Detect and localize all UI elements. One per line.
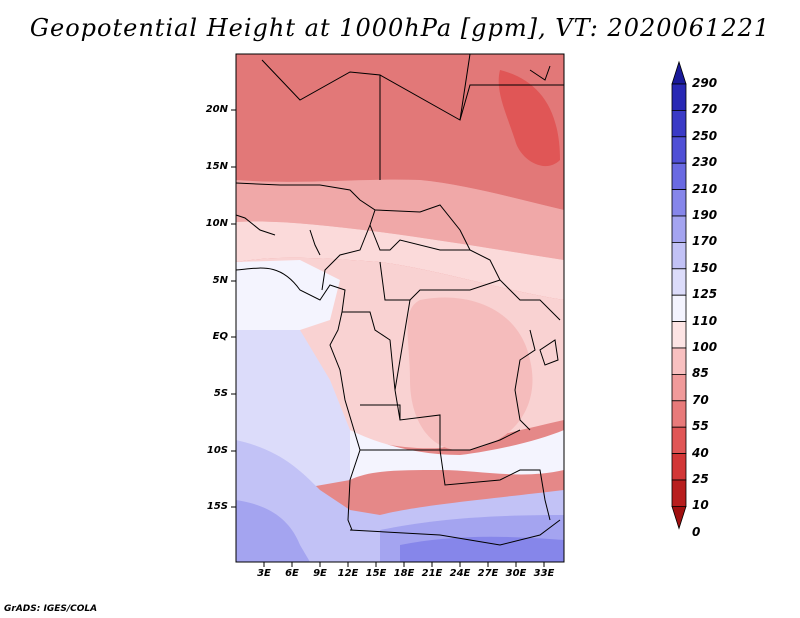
colorbar-bottom-arrow xyxy=(671,505,687,530)
lon-label-9e: 9E xyxy=(313,568,327,579)
colorbar-swatch xyxy=(671,268,687,296)
lat-label-10n: 10N xyxy=(205,218,228,229)
lat-label-5s: 5S xyxy=(213,388,228,399)
lat-label-5n: 5N xyxy=(212,275,228,286)
colorbar xyxy=(671,60,687,530)
lat-label-eq: EQ xyxy=(212,331,228,342)
lon-label-33e: 33E xyxy=(533,568,555,579)
colorbar-label: 70 xyxy=(692,392,709,407)
colorbar-swatch xyxy=(671,83,687,111)
colorbar-label: 270 xyxy=(692,102,718,117)
colorbar-label: 100 xyxy=(692,340,718,354)
colorbar-swatch xyxy=(671,479,687,507)
colorbar-swatch xyxy=(671,294,687,323)
colorbar-label: 290 xyxy=(692,76,718,90)
colorbar-swatch xyxy=(671,136,687,164)
colorbar-swatch xyxy=(671,347,687,375)
country-borders xyxy=(235,53,564,546)
colorbar-swatch xyxy=(671,426,687,455)
lon-ticks xyxy=(263,562,545,567)
colorbar-label: 210 xyxy=(692,181,718,196)
lon-label-3e: 3E xyxy=(257,568,271,579)
colorbar-label: 190 xyxy=(692,208,718,222)
lat-label-20n: 20N xyxy=(205,104,228,115)
grads-credit: GrADS: IGES/COLA xyxy=(4,604,98,614)
lon-label-21e: 21E xyxy=(421,568,443,579)
lat-label-15n: 15N xyxy=(205,161,228,172)
colorbar-swatch xyxy=(671,373,687,402)
colorbar-label: 230 xyxy=(692,155,718,170)
colorbar-swatch xyxy=(671,400,687,428)
colorbar-label: 10 xyxy=(692,498,709,513)
lat-label-10s: 10S xyxy=(206,445,228,456)
colorbar-label: 110 xyxy=(692,313,718,328)
colorbar-label: 0 xyxy=(692,524,701,539)
lon-label-15e: 15E xyxy=(365,568,387,579)
colorbar-label: 170 xyxy=(692,234,718,249)
colorbar-label: 85 xyxy=(692,366,709,381)
lon-label-30e: 30E xyxy=(505,568,527,579)
colorbar-top-arrow xyxy=(671,60,687,85)
map-frame xyxy=(235,53,565,563)
colorbar-swatch xyxy=(671,453,687,481)
colorbar-swatch xyxy=(671,215,687,243)
lon-label-12e: 12E xyxy=(337,568,359,579)
colorbar-swatch xyxy=(671,110,687,138)
chart-title: Geopotential Height at 1000hPa [gpm], VT… xyxy=(29,14,771,42)
colorbar-label: 40 xyxy=(692,445,709,460)
lon-label-18e: 18E xyxy=(393,568,415,579)
colorbar-label: 125 xyxy=(692,287,718,302)
colorbar-swatch xyxy=(671,162,687,190)
lat-ticks xyxy=(231,109,236,508)
lon-label-24e: 24E xyxy=(449,568,471,579)
colorbar-label: 150 xyxy=(692,260,718,275)
colorbar-swatch xyxy=(671,321,687,349)
colorbar-swatch xyxy=(671,189,687,217)
height-field xyxy=(236,54,564,562)
colorbar-label: 55 xyxy=(692,419,709,434)
colorbar-swatch xyxy=(671,241,687,270)
lat-label-15s: 15S xyxy=(206,501,228,512)
colorbar-label: 250 xyxy=(692,128,718,143)
lon-label-27e: 27E xyxy=(477,568,499,579)
colorbar-label: 25 xyxy=(692,472,709,486)
lon-label-6e: 6E xyxy=(285,568,299,579)
